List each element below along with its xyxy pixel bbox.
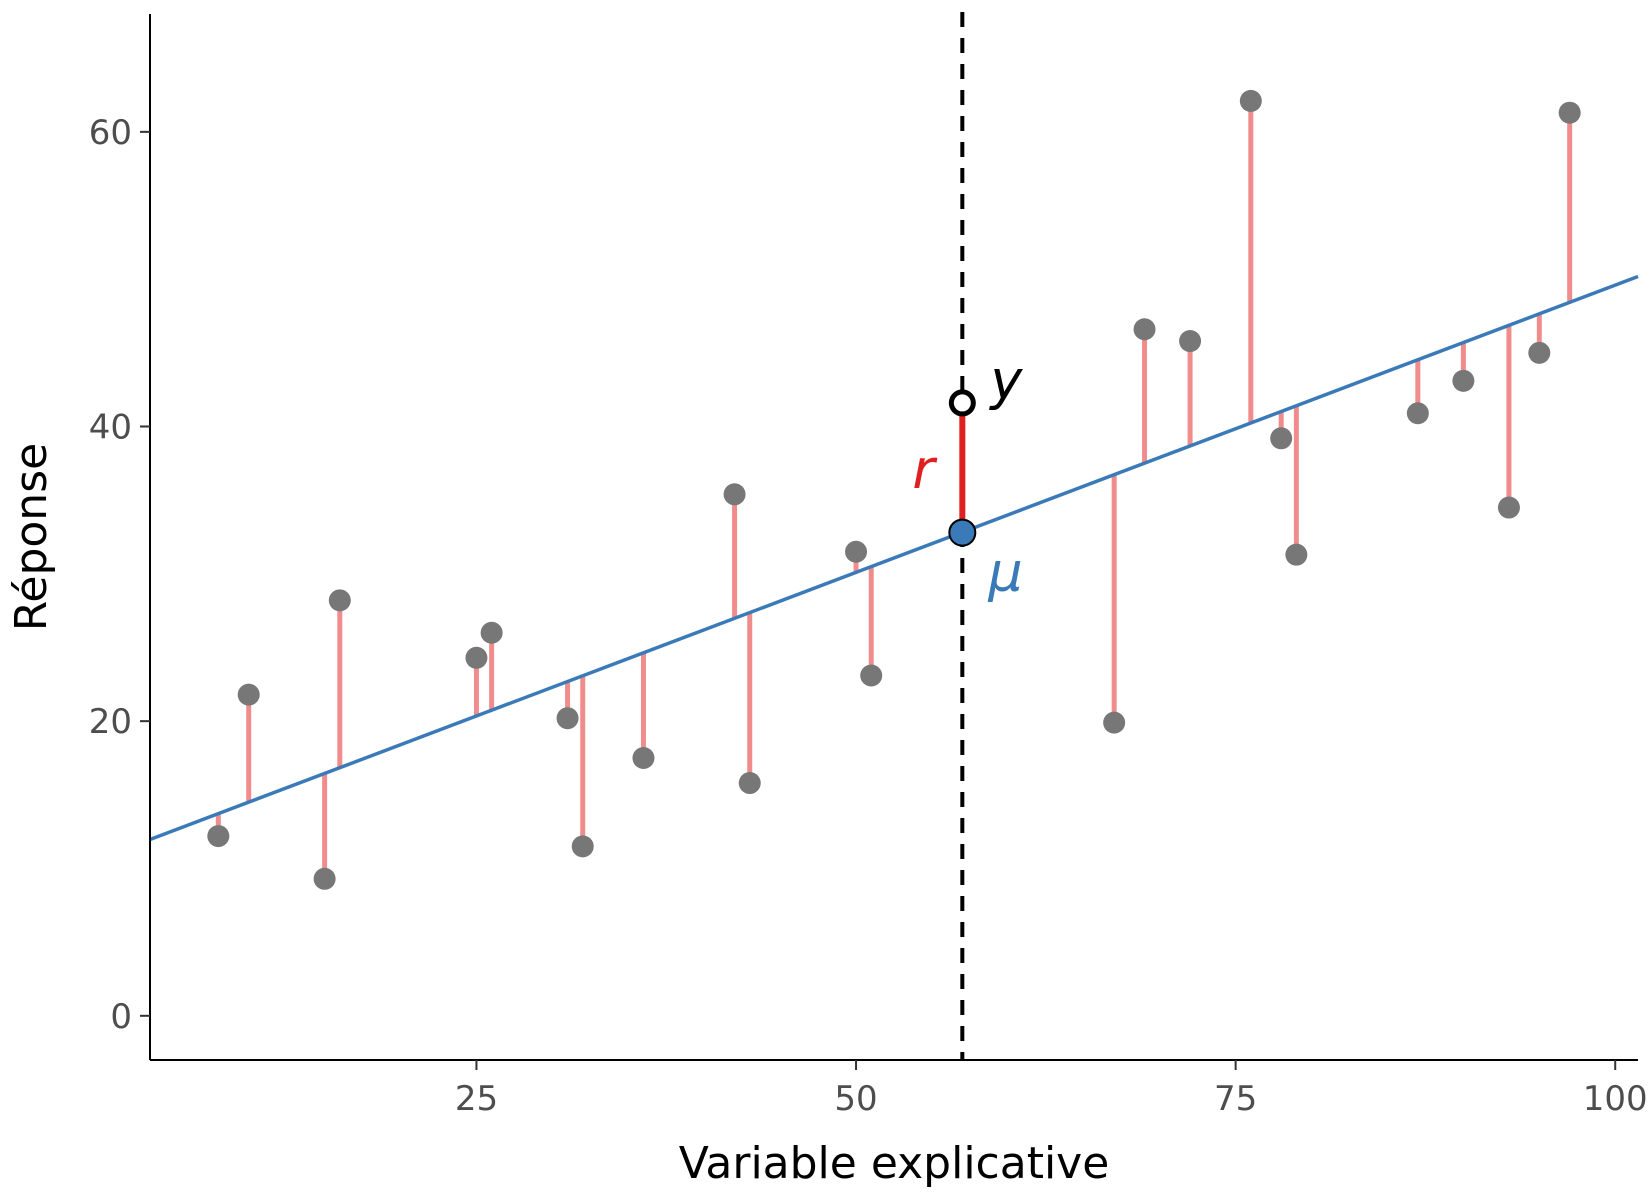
data-point <box>328 589 351 612</box>
mu-point <box>948 518 977 547</box>
points-layer <box>207 89 1581 890</box>
data-point <box>556 707 579 730</box>
data-point <box>1239 89 1262 112</box>
data-point <box>1103 711 1126 734</box>
data-point <box>1179 330 1202 353</box>
data-point <box>632 746 655 769</box>
y-tick-label: 0 <box>110 997 132 1037</box>
data-point <box>738 772 761 795</box>
data-point <box>1497 496 1520 519</box>
data-point <box>465 646 488 669</box>
data-point <box>1406 402 1429 425</box>
mu-label: μ <box>987 541 1022 604</box>
y-tick-label: 20 <box>89 702 132 742</box>
data-point <box>723 483 746 506</box>
r-label: r <box>912 438 937 501</box>
residuals-layer <box>215 100 1573 879</box>
x-axis-title: Variable explicative <box>679 1138 1110 1189</box>
data-point <box>1133 318 1156 341</box>
data-point <box>237 683 260 706</box>
axes: 0 20 40 60 25 50 75 100 <box>89 14 1648 1119</box>
data-point <box>207 825 230 848</box>
regression-line <box>149 274 1639 842</box>
data-point <box>1452 369 1475 392</box>
data-point <box>1270 427 1293 450</box>
data-point <box>480 621 503 644</box>
data-point <box>1285 543 1308 566</box>
x-tick-label: 100 <box>1583 1079 1648 1119</box>
y-axis-title: Réponse <box>6 443 57 631</box>
data-point <box>1558 101 1581 124</box>
y-tick-label: 60 <box>89 113 132 153</box>
data-point <box>845 540 868 563</box>
data-point <box>571 835 594 858</box>
observed-y-point <box>948 389 976 417</box>
x-tick-label: 75 <box>1214 1079 1257 1119</box>
data-point <box>860 664 883 687</box>
y-label: y <box>988 349 1023 412</box>
x-tick-label: 50 <box>834 1079 877 1119</box>
x-tick-label: 25 <box>455 1079 498 1119</box>
y-tick-label: 40 <box>89 408 132 448</box>
data-point <box>313 867 336 890</box>
data-point <box>1528 341 1551 364</box>
